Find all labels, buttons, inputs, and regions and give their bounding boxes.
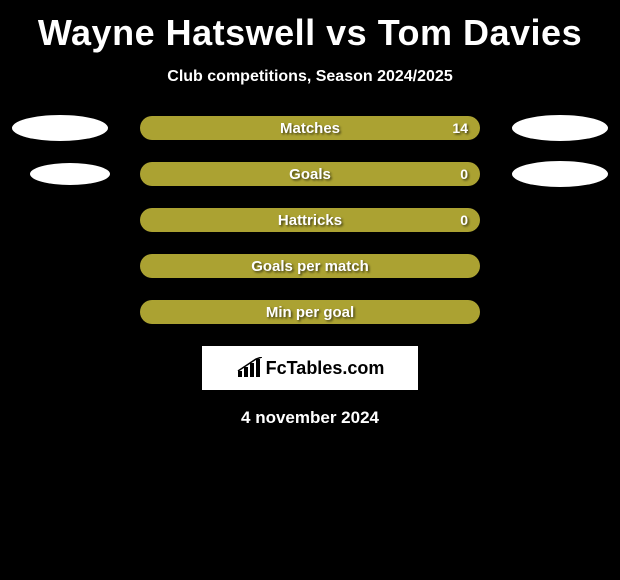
- stat-row: Goals per match: [0, 254, 620, 278]
- right-ellipse: [512, 115, 608, 141]
- stat-bar: Hattricks 0: [140, 208, 480, 232]
- stat-bar: Min per goal: [140, 300, 480, 324]
- stat-label: Goals per match: [251, 258, 369, 275]
- stat-bar: Goals per match: [140, 254, 480, 278]
- stat-label: Hattricks: [278, 212, 342, 229]
- stat-rows: Matches 14 Goals 0 Hattricks 0 Goals per match…: [0, 116, 620, 324]
- stat-value: 14: [452, 120, 468, 136]
- stat-row: Matches 14: [0, 116, 620, 140]
- comparison-subtitle: Club competitions, Season 2024/2025: [0, 68, 620, 86]
- stat-label: Matches: [280, 120, 340, 137]
- chart-icon: [236, 357, 262, 379]
- stat-bar: Matches 14: [140, 116, 480, 140]
- stat-row: Hattricks 0: [0, 208, 620, 232]
- stat-label: Goals: [289, 166, 331, 183]
- date-line: 4 november 2024: [0, 408, 620, 428]
- stat-bar: Goals 0: [140, 162, 480, 186]
- logo-text: FcTables.com: [266, 358, 385, 379]
- stat-row: Min per goal: [0, 300, 620, 324]
- stat-value: 0: [460, 212, 468, 228]
- left-ellipse: [12, 115, 108, 141]
- left-ellipse: [30, 163, 110, 185]
- right-ellipse: [512, 161, 608, 187]
- stat-label: Min per goal: [266, 304, 354, 321]
- fctables-logo: FcTables.com: [202, 346, 418, 390]
- comparison-title: Wayne Hatswell vs Tom Davies: [0, 0, 620, 54]
- stat-row: Goals 0: [0, 162, 620, 186]
- stat-value: 0: [460, 166, 468, 182]
